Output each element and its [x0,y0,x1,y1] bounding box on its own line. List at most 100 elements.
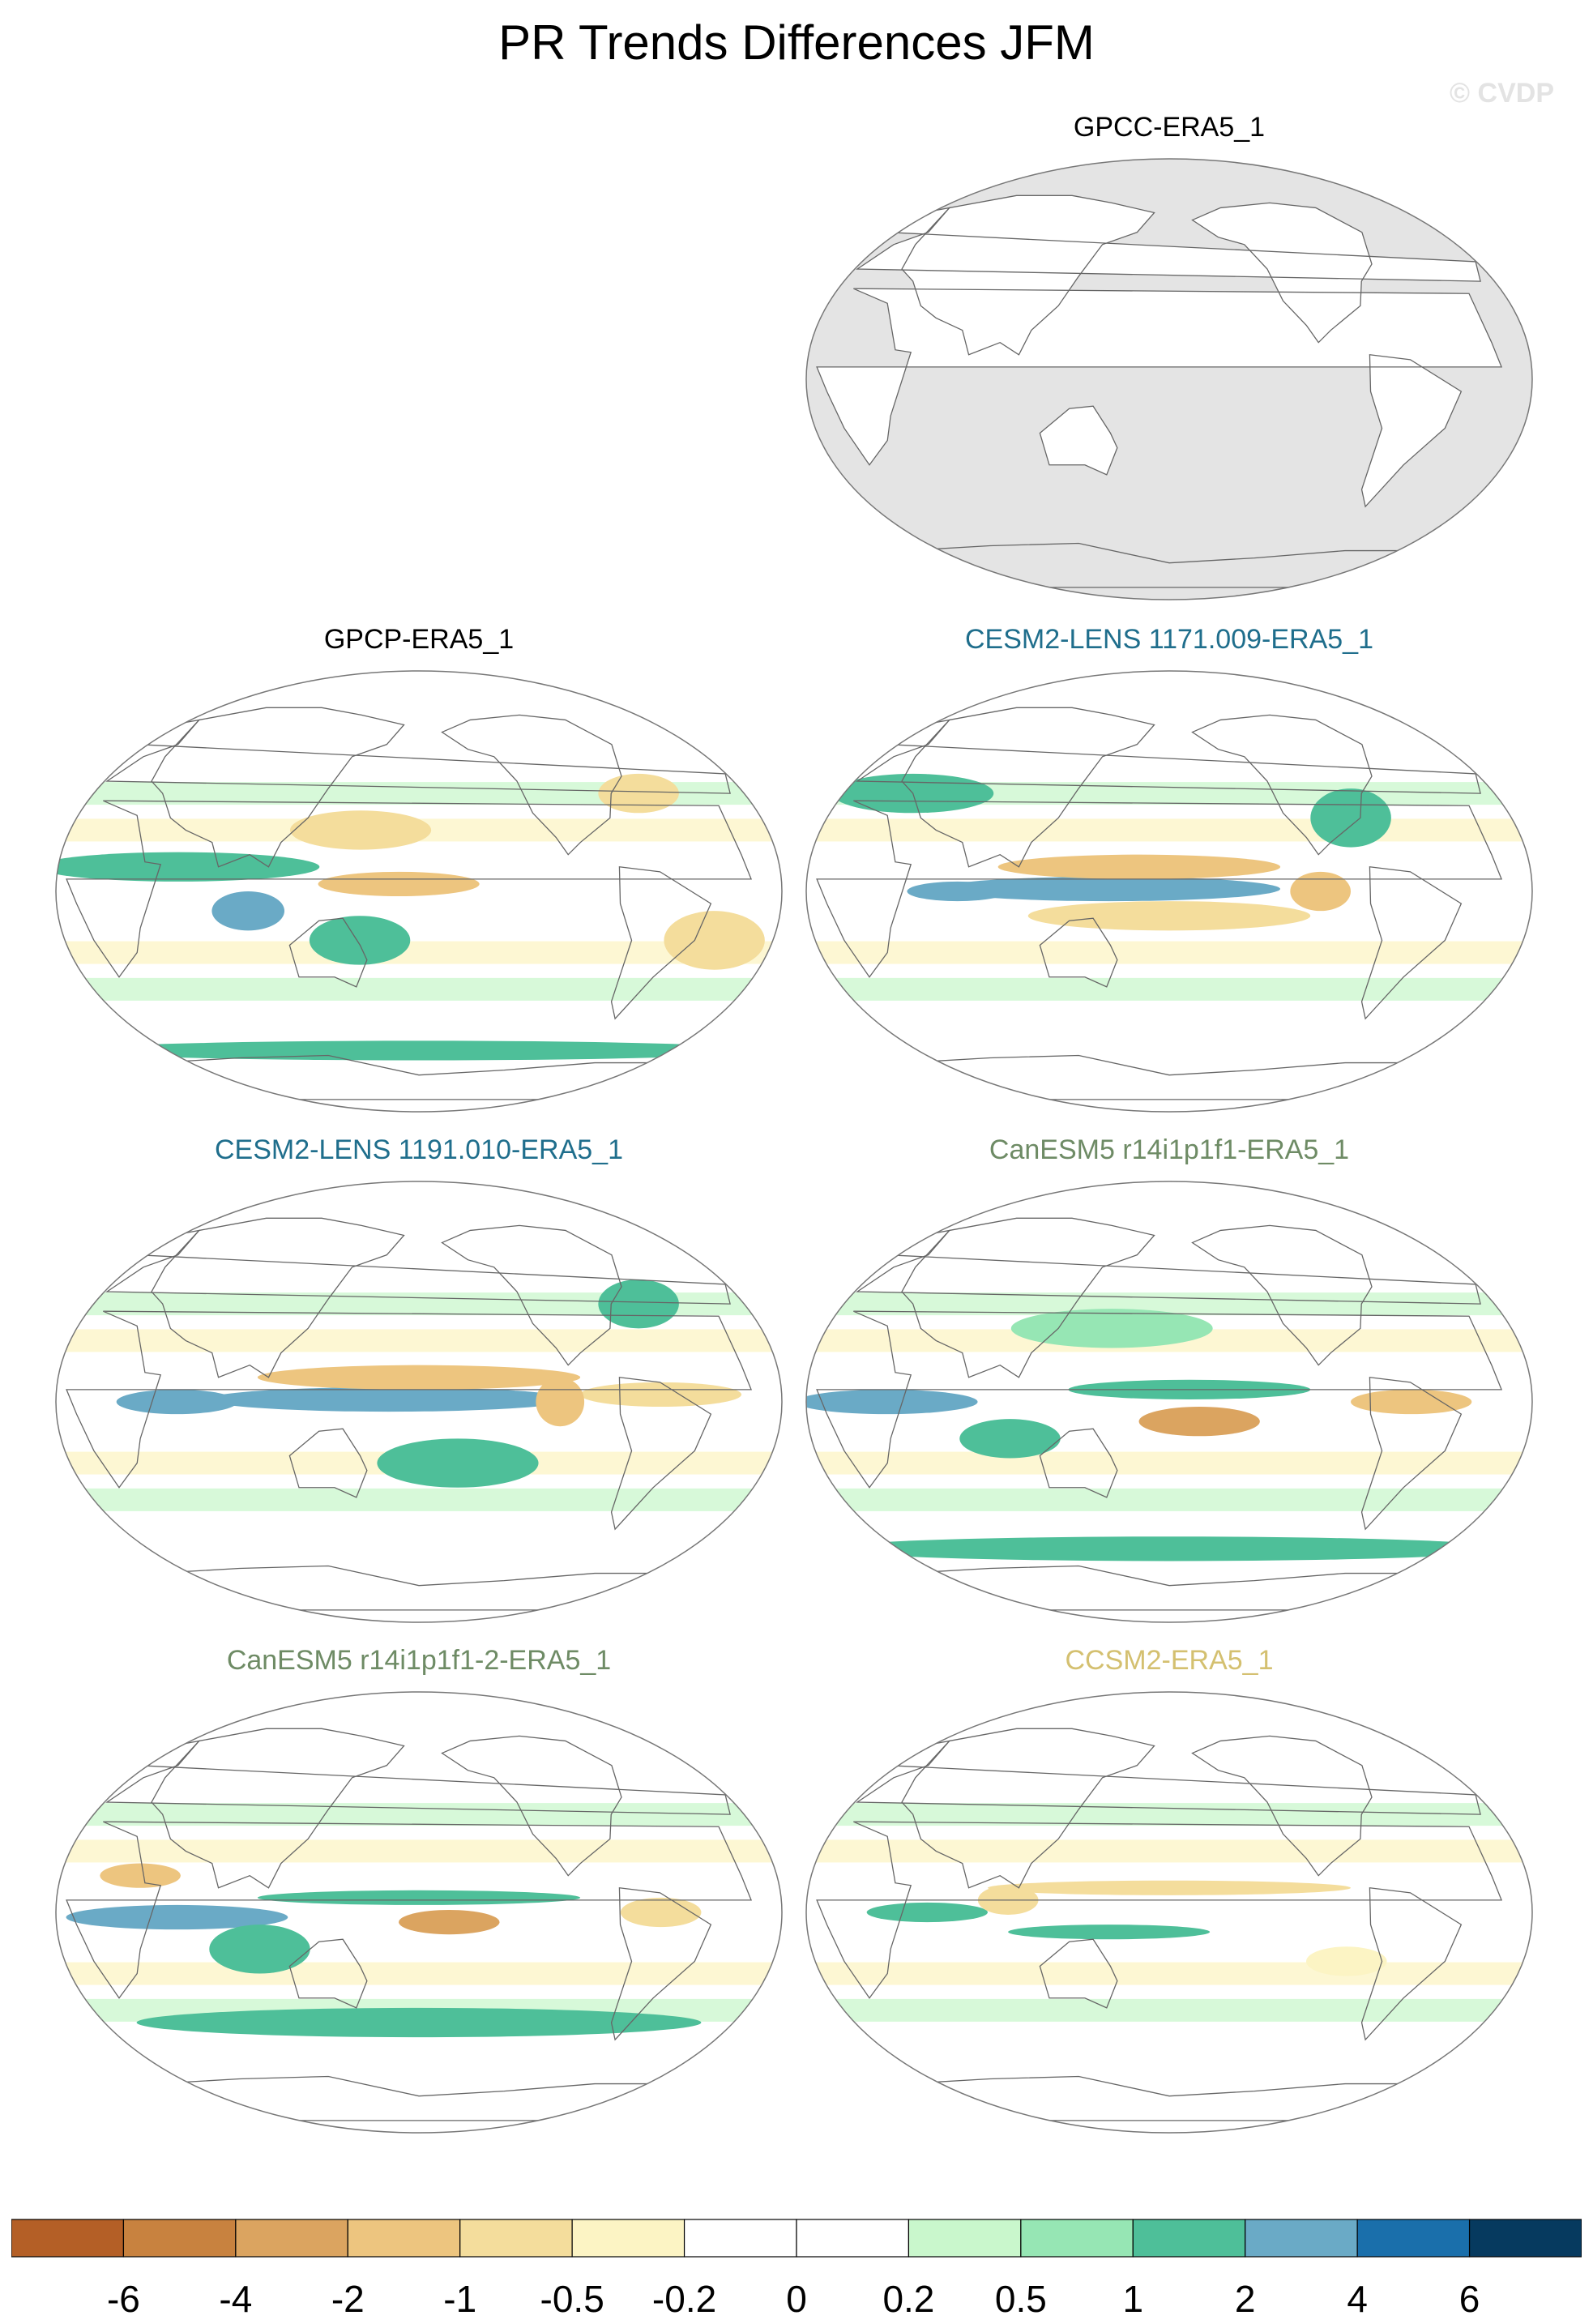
continent-europe [105,1740,731,1815]
continent-australia [1039,1938,1118,2009]
anomaly-patch [1290,871,1351,912]
map-border [55,1691,783,2134]
background-band [806,1998,1532,2022]
map-p2 [55,670,783,1113]
continent-antarctica [903,1565,1433,1611]
continent-south-america [1360,1377,1463,1531]
colorbar-swatch [683,2219,797,2258]
background-band [56,977,782,1001]
continent-south-america [610,1377,712,1531]
anomaly-patch [100,1863,181,1888]
watermark: © CVDP [1450,78,1554,109]
background-band [56,1839,782,1863]
colorbar-swatch [1245,2219,1358,2258]
colorbar-swatch [796,2219,910,2258]
background-band [806,977,1532,1001]
panel-title: CanESM5 r14i1p1f1-ERA5_1 [989,1134,1350,1165]
anomaly-patch [75,1040,762,1061]
continent-europe [105,1229,731,1305]
map-p3 [805,670,1533,1113]
continent-south-america [1360,1887,1463,2041]
map-border [805,1691,1533,2134]
background-band [56,941,782,964]
continent-asia [151,1217,405,1378]
colorbar-swatch [1468,2219,1582,2258]
background-band [806,818,1532,842]
continent-australia [288,1428,368,1498]
land-fill-continent-africa [817,288,1502,465]
continent-north-america [441,1735,622,1877]
background-band [806,1839,1532,1863]
anomaly-patch [1010,1309,1213,1348]
colorbar-tick-label: -4 [219,2278,253,2320]
anomaly-patch [1008,1925,1211,1940]
land-fill-continent-south-america [1361,354,1462,507]
colorbar-tick-label: -0.5 [540,2278,604,2320]
map-panel-p4: CESM2-LENS 1191.010-ERA5_1 [50,1134,788,1645]
anomaly-patch [318,871,480,897]
anomaly-patch [289,810,432,850]
continent-africa [66,1310,753,1489]
colorbar-tick-label: -2 [331,2278,365,2320]
continent-europe [856,207,1481,282]
continent-australia [288,1938,368,2009]
anomaly-patch [598,773,679,814]
colorbar-swatch [347,2219,461,2258]
anomaly-patch [136,2007,702,2038]
continent-europe [105,719,731,794]
colorbar-swatch [1132,2219,1246,2258]
anomaly-patch [1351,1389,1472,1415]
continent-asia [151,707,405,868]
continent-europe [856,1229,1481,1305]
colorbar-tick-label: 0.2 [882,2278,935,2320]
continent-south-america [1360,354,1463,508]
panel-title: CESM2-LENS 1191.010-ERA5_1 [215,1134,623,1165]
continent-south-america [610,866,712,1020]
anomaly-patch [309,916,411,965]
colorbar-swatch [908,2219,1022,2258]
anomaly-patch [257,1890,581,1905]
continent-australia [1039,917,1118,988]
land-fill-continent-europe [857,207,1481,282]
panel-title: CCSM2-ERA5_1 [1065,1645,1274,1676]
continent-north-america [441,714,622,856]
continent-north-america [1191,1224,1373,1366]
colorbar-tick-label: 4 [1347,2278,1368,2320]
colorbar-tick-label: 0.5 [994,2278,1047,2320]
map-panel-p7: CCSM2-ERA5_1 [801,1645,1538,2155]
anomaly-patch [866,1902,988,1923]
anomaly-patch [997,854,1281,879]
anomaly-patch [988,1880,1351,1895]
continent-south-america [610,1887,712,2041]
continent-asia [151,1728,405,1889]
continent-australia [1039,1428,1118,1498]
map-p1 [805,158,1533,600]
anomaly-patch [116,1389,237,1415]
map-border [805,1181,1533,1623]
map-border [805,670,1533,1113]
background-band [56,1488,782,1511]
map-p7 [805,1691,1533,2134]
continent-asia [901,1728,1155,1889]
map-panel-p6: CanESM5 r14i1p1f1-2-ERA5_1 [50,1645,788,2155]
anomaly-patch [907,881,1008,902]
continent-north-america [441,1224,622,1366]
anomaly-patch [1310,788,1391,848]
anomaly-patch [1305,1946,1387,1976]
anomaly-patch [959,1419,1061,1459]
continent-antarctica [153,1565,683,1611]
continent-asia [901,194,1155,356]
anomaly-patch [377,1438,539,1488]
anomaly-patch [806,1389,978,1415]
background-band [56,1329,782,1352]
continent-africa [66,1821,753,1999]
background-band [806,941,1532,964]
panel-title: CESM2-LENS 1171.009-ERA5_1 [965,624,1373,655]
map-p6 [55,1691,783,2134]
continent-antarctica [153,1054,683,1100]
background-band [806,1451,1532,1475]
continent-africa [816,1821,1503,1999]
land-fill-continent-australia [1040,406,1117,475]
anomaly-patch [66,1904,288,1930]
continent-north-america [1191,714,1373,856]
